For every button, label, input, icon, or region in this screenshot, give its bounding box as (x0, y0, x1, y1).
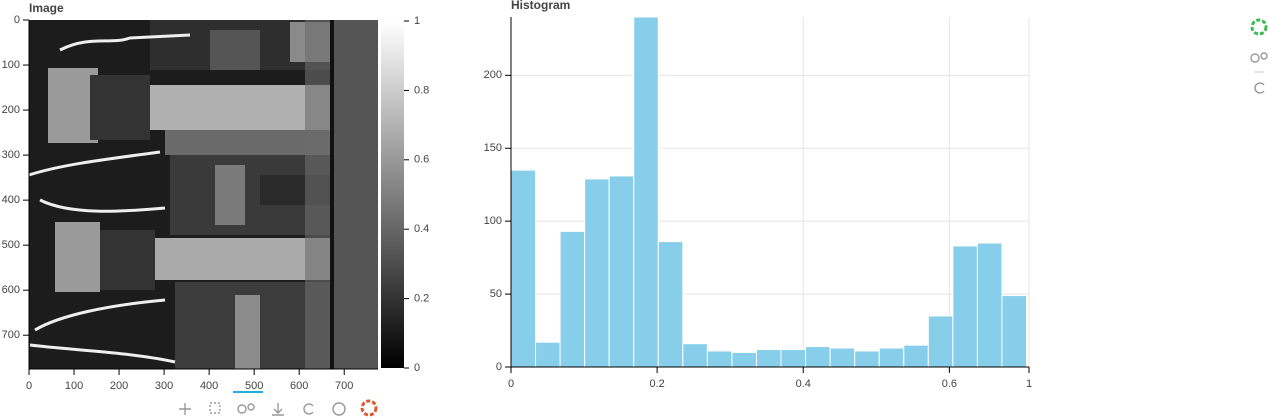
x-tick-label: 100 (65, 380, 83, 392)
x-tick-label: 1 (1026, 378, 1032, 390)
bar (854, 350, 880, 367)
y-tick-label: 500 (2, 239, 20, 251)
y-tick-label: 700 (2, 329, 20, 341)
y-tick-label: 100 (484, 215, 502, 227)
x-tick-label: 300 (155, 380, 173, 392)
bar (755, 349, 782, 367)
reset-tool[interactable] (303, 403, 314, 415)
bar (511, 169, 537, 367)
bar (976, 242, 1003, 367)
y-tick-label: 400 (2, 194, 20, 206)
bar (903, 344, 929, 367)
bar (584, 178, 610, 367)
image (29, 20, 378, 369)
reset-tool[interactable] (1254, 82, 1265, 94)
toolbar[interactable] (1250, 18, 1268, 94)
bar (731, 351, 757, 367)
bar (682, 343, 708, 367)
bar (780, 349, 807, 367)
x-tick-label: 500 (245, 380, 263, 392)
bar (878, 347, 905, 367)
y-tick-label: 50 (490, 288, 502, 300)
bar (657, 241, 684, 367)
bar (535, 341, 561, 367)
colorbar-tick-label: 0.4 (414, 223, 429, 235)
bar (1001, 295, 1028, 367)
x-tick-label: 700 (335, 380, 353, 392)
x-tick-label: 0.4 (796, 378, 811, 390)
bar (829, 347, 856, 367)
y-tick-label: 200 (484, 69, 502, 81)
help-tool[interactable] (332, 402, 346, 416)
colorbar-tick-label: 0.8 (414, 84, 429, 96)
bar (559, 230, 586, 367)
x-tick-label: 0.6 (942, 378, 957, 390)
y-tick-label: 600 (2, 284, 20, 296)
x-tick-label: 600 (290, 380, 308, 392)
box-zoom-tool[interactable] (209, 402, 221, 414)
y-tick-label: 0 (14, 14, 20, 26)
x-tick-label: 0.2 (649, 378, 664, 390)
bar (706, 350, 733, 367)
x-tick-label: 200 (110, 380, 128, 392)
x-tick-label: 400 (200, 380, 218, 392)
bokeh-logo[interactable] (360, 399, 378, 417)
bokeh-logo[interactable] (1250, 18, 1268, 36)
colorbar-tick-label: 0.6 (414, 154, 429, 166)
bar (608, 175, 635, 367)
y-tick-label: 100 (2, 59, 20, 71)
y-tick-label: 0 (496, 361, 502, 373)
icon-part (1260, 52, 1268, 60)
colorbar-tick-label: 0 (414, 362, 420, 374)
x-tick-label: 0 (508, 378, 514, 390)
bar (952, 245, 978, 367)
save-tool[interactable] (272, 403, 284, 416)
pan-tool[interactable] (179, 403, 191, 415)
y-tick-label: 150 (484, 142, 502, 154)
x-tick-label: 0 (26, 380, 32, 392)
y-tick-label: 200 (2, 104, 20, 116)
colorbar (381, 21, 404, 368)
chart-title: Image (29, 1, 64, 15)
colorbar-tick-label: 0.2 (414, 293, 429, 305)
toolbar[interactable] (179, 391, 378, 417)
bar (927, 315, 954, 367)
bars (511, 17, 1028, 367)
chart-title: Histogram (511, 0, 570, 12)
bar (633, 17, 659, 367)
wheel-zoom-tool[interactable] (237, 404, 247, 414)
y-tick-label: 300 (2, 149, 20, 161)
icon-part (247, 403, 255, 411)
colorbar-tick-label: 1 (414, 15, 420, 27)
wheel-zoom-tool[interactable] (1250, 53, 1260, 63)
bar (805, 346, 831, 367)
